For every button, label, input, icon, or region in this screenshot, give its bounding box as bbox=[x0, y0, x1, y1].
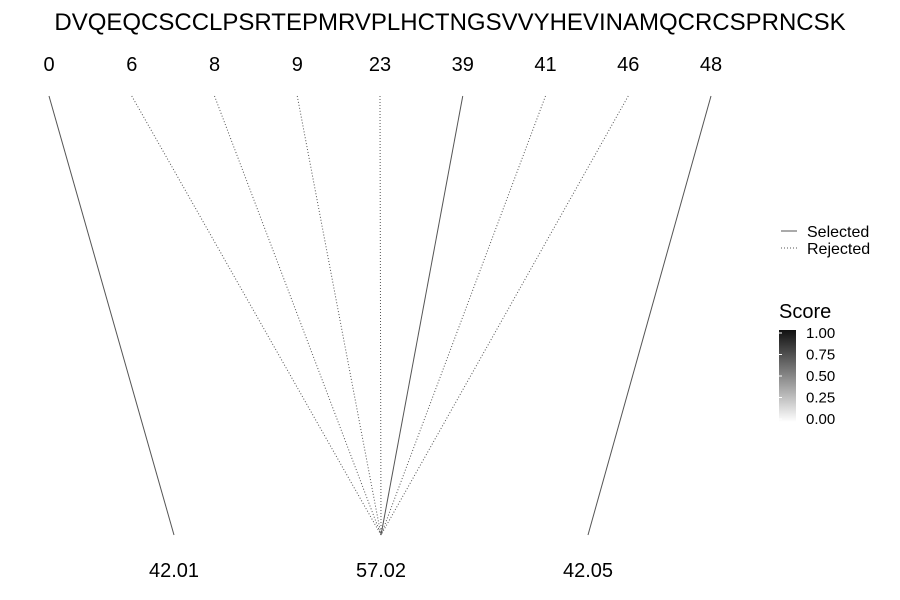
top-position-label: 9 bbox=[292, 54, 303, 76]
bottom-labels: 42.01 57.02 42.05 bbox=[149, 560, 613, 582]
colorbar: Score 1.00 0.75 0.50 0.25 0.00 bbox=[779, 301, 835, 428]
selected-link bbox=[48, 95, 175, 536]
top-position-label: 0 bbox=[43, 54, 54, 76]
legend-rejected-label: Rejected bbox=[807, 241, 870, 258]
rejected-link bbox=[296, 95, 382, 536]
legend: Selected Rejected bbox=[781, 224, 870, 258]
top-position-label: 48 bbox=[700, 54, 722, 76]
colorbar-gradient bbox=[779, 330, 796, 422]
selected-link bbox=[587, 95, 712, 536]
sequence-title: DVQEQCSCCLPSRTEPMRVPLHCTNGSVVYHEVINAMQCR… bbox=[54, 9, 845, 36]
bottom-value-label: 42.05 bbox=[563, 560, 613, 582]
legend-selected-label: Selected bbox=[807, 224, 869, 241]
rejected-link bbox=[131, 95, 382, 536]
top-position-label: 6 bbox=[126, 54, 137, 76]
top-position-label: 39 bbox=[452, 54, 474, 76]
colorbar-tick-label: 0.00 bbox=[806, 411, 835, 428]
rejected-link bbox=[379, 95, 382, 536]
colorbar-ticks: 1.00 0.75 0.50 0.25 0.00 bbox=[779, 325, 835, 428]
rejected-link bbox=[380, 95, 629, 536]
top-position-label: 8 bbox=[209, 54, 220, 76]
colorbar-title: Score bbox=[779, 301, 831, 323]
colorbar-tick-label: 0.75 bbox=[806, 347, 835, 364]
bottom-value-label: 57.02 bbox=[356, 560, 406, 582]
selected-link bbox=[380, 95, 464, 536]
rejected-link bbox=[380, 95, 546, 536]
top-position-label: 23 bbox=[369, 54, 391, 76]
top-position-label: 46 bbox=[617, 54, 639, 76]
top-position-label: 41 bbox=[534, 54, 556, 76]
top-labels: 0 6 8 9 23 39 41 46 48 bbox=[43, 54, 722, 76]
colorbar-tick-label: 0.50 bbox=[806, 368, 835, 385]
links-layer bbox=[48, 95, 712, 536]
rejected-link bbox=[214, 95, 382, 536]
bottom-value-label: 42.01 bbox=[149, 560, 199, 582]
colorbar-tick-label: 0.25 bbox=[806, 390, 835, 407]
colorbar-tick-label: 1.00 bbox=[806, 325, 835, 342]
